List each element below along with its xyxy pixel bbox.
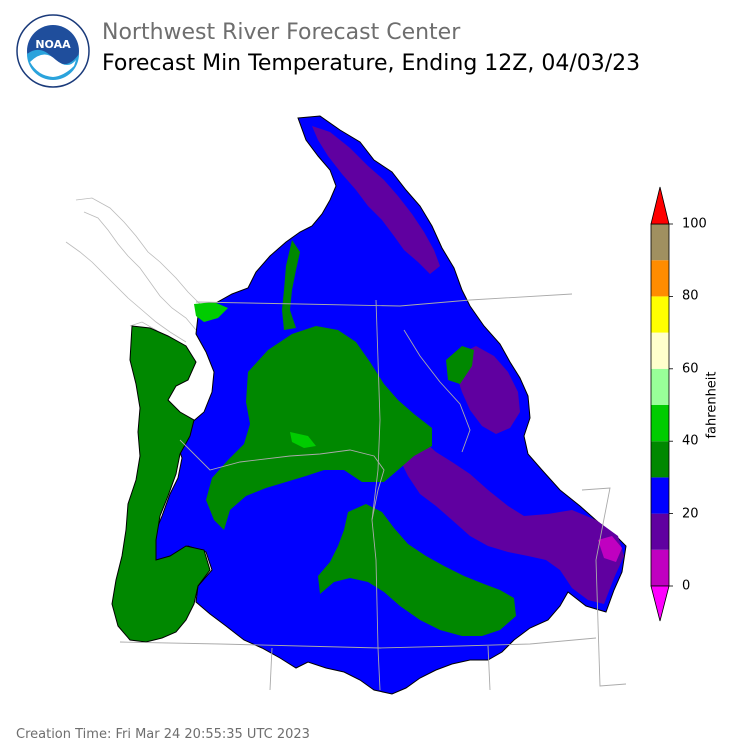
region-10-20-north — [312, 126, 440, 274]
region-30-40-coast — [111, 325, 211, 643]
colorbar-bin — [651, 405, 669, 442]
state-borders — [119, 293, 627, 691]
colorbar-over-arrow — [650, 186, 670, 225]
colorbar-bin — [651, 477, 669, 514]
region-0-10 — [598, 536, 622, 562]
region-10-20-idaho — [398, 420, 624, 604]
region-40-50 — [194, 302, 228, 322]
colorbar-bin — [651, 368, 669, 405]
colorbar-tick-label: 60 — [682, 361, 699, 377]
org-title: Northwest River Forecast Center — [102, 20, 461, 45]
region-40-50-b — [290, 432, 316, 448]
colorbar-label: fahrenheit — [704, 371, 720, 439]
colorbar-tick-label: 0 — [682, 578, 691, 594]
region-30-40-snake — [318, 504, 516, 636]
logo-text: NOAA — [35, 38, 71, 51]
coastline-outline — [65, 197, 201, 359]
region-30-40-basin — [206, 326, 432, 530]
colorbar-bin — [651, 441, 669, 478]
temperature-fill — [111, 115, 627, 695]
colorbar-bin — [651, 513, 669, 550]
colorbar-tick-label: 40 — [682, 433, 699, 449]
colorbar-bin — [651, 549, 669, 586]
colorbar-bin — [651, 224, 669, 261]
colorbar-tick-label: 100 — [682, 216, 707, 232]
colorbar-under-arrow — [650, 585, 670, 622]
region-30-40-mt-valley — [446, 346, 474, 384]
colorbar-tick-label: 80 — [682, 288, 699, 304]
region-10-20-mt — [456, 346, 520, 434]
creation-time: Creation Time: Fri Mar 24 20:55:35 UTC 2… — [16, 727, 310, 742]
colorbar-tick-label: 20 — [682, 506, 699, 522]
colorbar-bin — [651, 332, 669, 369]
region-30-40-valley — [282, 240, 300, 330]
map-title: Forecast Min Temperature, Ending 12Z, 04… — [102, 51, 641, 76]
colorbar-bin — [651, 296, 669, 333]
noaa-logo: NOAA — [16, 14, 90, 88]
colorbar-bin — [651, 260, 669, 297]
colorbar — [650, 186, 673, 622]
